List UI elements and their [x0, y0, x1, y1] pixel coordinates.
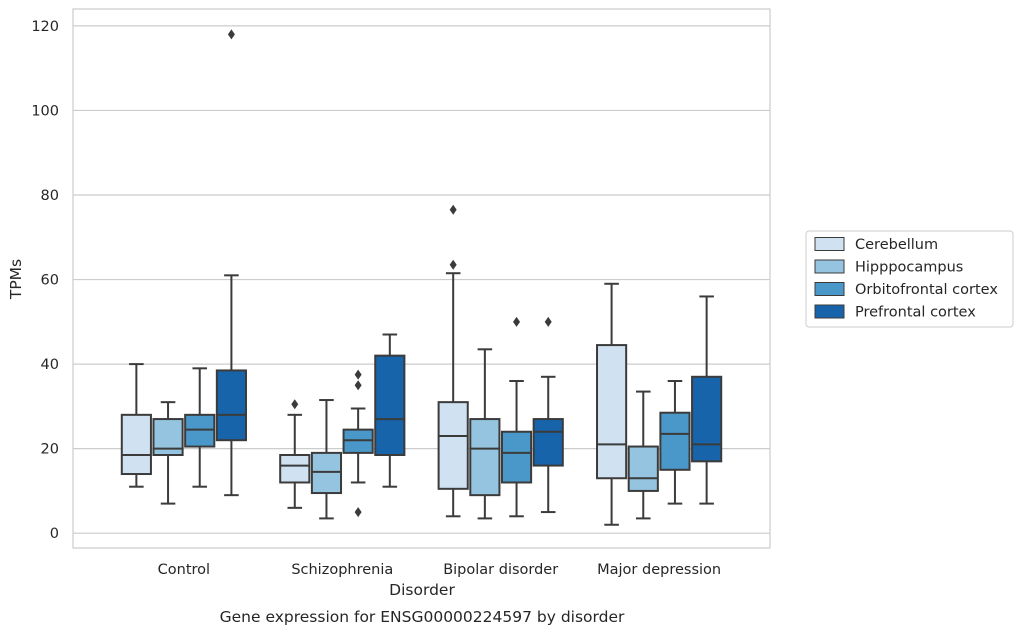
- y-tick-label: 40: [41, 357, 59, 373]
- box-iqr: [184, 413, 216, 448]
- box-iqr: [532, 418, 564, 467]
- x-tick-labels: Control Schizophrenia Bipolar disorder Majo…: [158, 562, 721, 578]
- box: [152, 401, 184, 505]
- legend-swatch: [814, 237, 845, 251]
- outlier-point: [354, 380, 362, 391]
- box-iqr: [627, 445, 659, 492]
- outlier-point: [354, 507, 362, 518]
- box: [596, 282, 628, 526]
- x-tick-label: Bipolar disorder: [443, 562, 558, 578]
- legend-frame: [805, 230, 1014, 328]
- box-iqr: [342, 428, 374, 454]
- y-tick-label: 100: [31, 103, 59, 119]
- box: [627, 390, 659, 520]
- box: [532, 316, 564, 514]
- legend: Cerebellum Hipppocampus Orbitofrontal cort…: [805, 230, 1014, 328]
- legend-swatch: [814, 282, 845, 296]
- outlier-point: [449, 204, 457, 215]
- outlier-point: [291, 399, 299, 410]
- box-series: [120, 29, 723, 526]
- box: [120, 363, 152, 488]
- box: [279, 399, 311, 509]
- box: [437, 204, 469, 518]
- legend-label: Hipppocampus: [855, 260, 963, 276]
- box-iqr: [469, 418, 501, 497]
- box: [659, 380, 691, 505]
- x-tick-label: Schizophrenia: [291, 562, 393, 578]
- box-iqr: [596, 344, 628, 480]
- outlier-point: [227, 29, 235, 40]
- series-hipppocampus: [152, 348, 659, 520]
- chart-caption: Gene expression for ENSG00000224597 by d…: [220, 608, 625, 626]
- y-tick-label: 20: [41, 442, 59, 458]
- legend-swatch: [814, 304, 845, 319]
- box-iqr: [374, 354, 406, 456]
- x-tick-label: Control: [158, 562, 210, 578]
- box: [184, 367, 216, 488]
- y-axis-title: TPMs: [7, 259, 25, 300]
- box: [374, 333, 406, 488]
- box: [342, 369, 374, 518]
- box-iqr: [310, 451, 343, 495]
- box: [215, 29, 247, 497]
- y-tick-label: 0: [50, 526, 59, 542]
- outlier-point: [513, 316, 521, 327]
- box: [691, 295, 723, 505]
- box: [310, 399, 343, 520]
- box-iqr: [691, 375, 723, 463]
- box-iqr: [279, 453, 311, 484]
- y-tick-label: 60: [41, 273, 59, 289]
- y-gridlines: [73, 25, 770, 534]
- series-cerebellum: [120, 204, 628, 526]
- outlier-point: [354, 369, 362, 380]
- box-iqr: [215, 369, 247, 442]
- box: [469, 348, 501, 520]
- legend-label: Orbitofrontal cortex: [855, 282, 998, 298]
- x-tick-label: Major depression: [597, 562, 721, 578]
- box-iqr: [500, 430, 533, 484]
- outlier-point: [449, 259, 457, 270]
- plot-frame: [72, 8, 771, 549]
- x-axis-title: Disorder: [389, 581, 455, 599]
- legend-label: Prefrontal cortex: [855, 305, 976, 321]
- box: [500, 316, 533, 518]
- outlier-point: [544, 316, 552, 327]
- legend-label: Cerebellum: [855, 237, 938, 253]
- y-tick-label: 80: [41, 188, 59, 204]
- legend-swatch: [814, 259, 845, 274]
- y-tick-labels: 0 20 40 60 80 100 120: [31, 19, 59, 542]
- y-tick-label: 120: [31, 19, 59, 35]
- series-prefrontal-cortex: [215, 29, 723, 514]
- box-iqr: [120, 413, 152, 476]
- series-orbitofrontal-cortex: [184, 316, 691, 518]
- box-iqr: [659, 411, 691, 471]
- box-iqr: [437, 401, 469, 490]
